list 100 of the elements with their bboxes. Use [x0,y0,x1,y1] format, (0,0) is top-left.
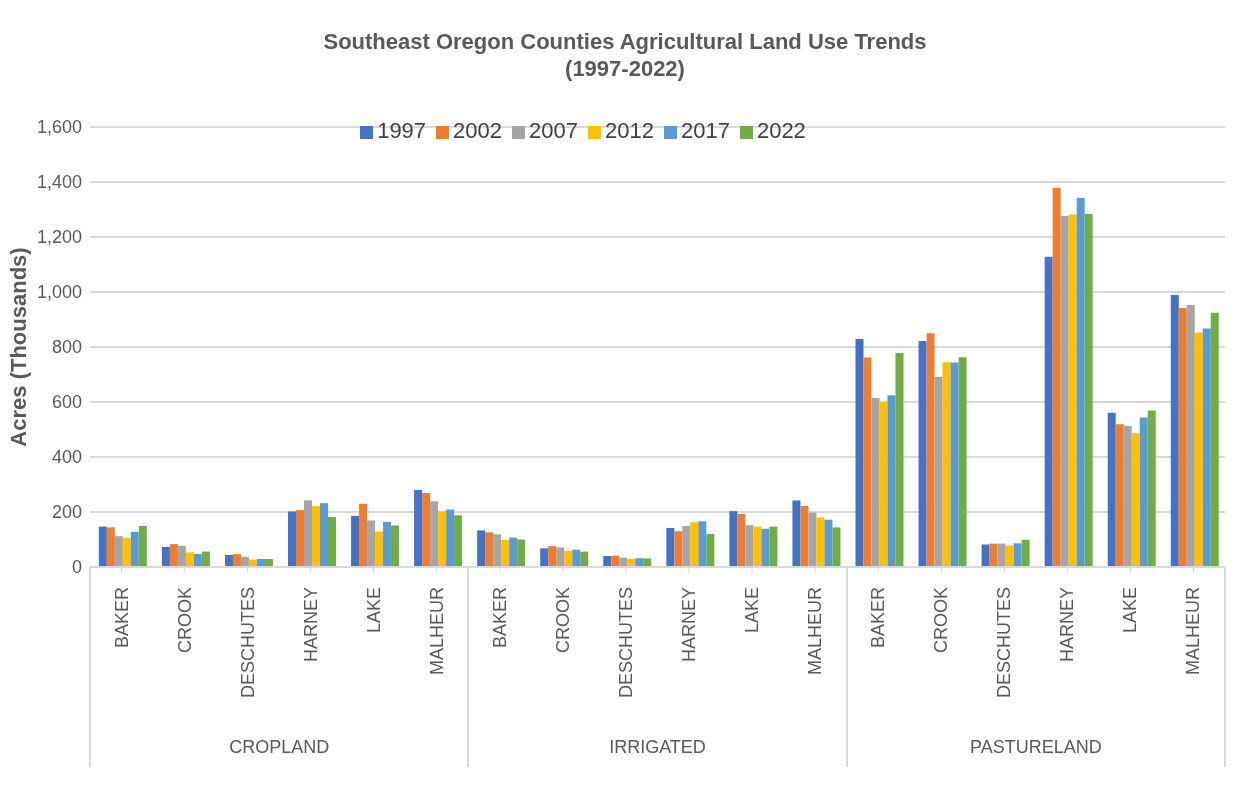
x-tick-label: HARNEY [300,587,321,663]
x-tick-label: DESCHUTES [994,587,1015,699]
bar [414,490,423,567]
bar [1021,539,1030,567]
chart-title: Southeast Oregon Counties Agricultural Land Use Trends (1997-2022) [322,28,928,82]
bar [1123,425,1132,567]
bar [185,552,194,567]
bar [572,549,581,567]
text: CROPLAND [228,736,331,759]
x-tick-label: MALHEUR [1183,587,1204,676]
bar [643,558,652,567]
bar [367,520,376,567]
bar [934,376,943,567]
bar [666,527,675,567]
bar [438,511,447,567]
y-tick-label: 200 [51,502,82,523]
bar [430,501,439,567]
bar [517,539,526,567]
bar [855,339,864,567]
bar [1068,214,1077,567]
bar [737,513,746,567]
bar [351,515,360,567]
bar [98,526,107,567]
bar [446,509,455,567]
bar [981,544,990,567]
bar [989,543,998,567]
bar [682,526,691,567]
x-tick-label: HARNEY [1057,587,1078,663]
bar [1060,216,1069,567]
bar [871,397,880,567]
x-tick-label: DESCHUTES [237,587,258,699]
x-tick-label: CROOK [931,587,952,654]
bar [327,516,336,567]
text: IRRIGATED [608,736,707,759]
bar [232,554,241,567]
bar [690,522,699,567]
x-tick-label: LAKE [363,587,384,634]
x-tick-label: BAKER [489,587,510,649]
y-tick-label: 400 [51,447,82,468]
bar [295,510,304,567]
bar [997,543,1006,567]
bar [1115,424,1124,567]
bar [1147,410,1156,567]
bar [169,544,178,567]
x-tick-label: BAKER [111,587,132,649]
bar [1139,417,1148,567]
bar [792,500,801,567]
bar [580,551,589,567]
bar [926,333,935,567]
y-axis-title: Acres (Thousands) [5,247,31,447]
bar [501,540,510,567]
bar [114,536,123,567]
bar [1178,307,1187,567]
bar [540,548,549,567]
y-tick-label: 1,000 [36,282,82,303]
x-tick-label: HARNEY [679,587,700,663]
x-tick-label: LAKE [742,587,763,634]
bar [832,527,841,567]
bar [1210,312,1219,567]
bar [1005,545,1014,567]
bar [698,521,707,567]
bar [800,505,809,567]
x-tick-label: CROOK [552,587,573,654]
legend-label: 2002 [453,118,503,143]
bar [1186,304,1195,567]
bar [161,546,170,567]
bar [311,506,320,567]
bar [1044,256,1053,567]
bar [887,395,896,567]
bar [138,526,147,567]
bar [753,526,762,567]
bar [319,503,328,567]
bar [391,525,400,567]
bar [1194,332,1203,567]
bar [493,534,502,567]
x-tick-label: MALHEUR [426,587,447,676]
legend-label: 2017 [680,118,730,143]
x-tick-label: MALHEUR [805,587,826,676]
y-tick-label: 1,400 [36,172,82,193]
bar [895,353,904,567]
bar [1107,412,1116,567]
y-tick-label: 600 [51,392,82,413]
bar [375,531,384,567]
bar [745,525,754,567]
bar [824,519,833,567]
bar [1084,213,1093,567]
bar [808,512,817,567]
x-tick-label: CROOK [174,587,195,654]
bar [769,526,778,567]
bar [477,530,486,567]
bar [564,550,573,567]
y-tick-label: 800 [51,337,82,358]
bar [706,534,715,567]
bar [556,547,565,567]
y-tick-label: 0 [71,557,82,578]
y-tick-label: 1,200 [36,227,82,248]
bar [918,340,927,567]
bar [761,528,770,567]
bar [359,503,368,567]
bar [201,551,210,567]
